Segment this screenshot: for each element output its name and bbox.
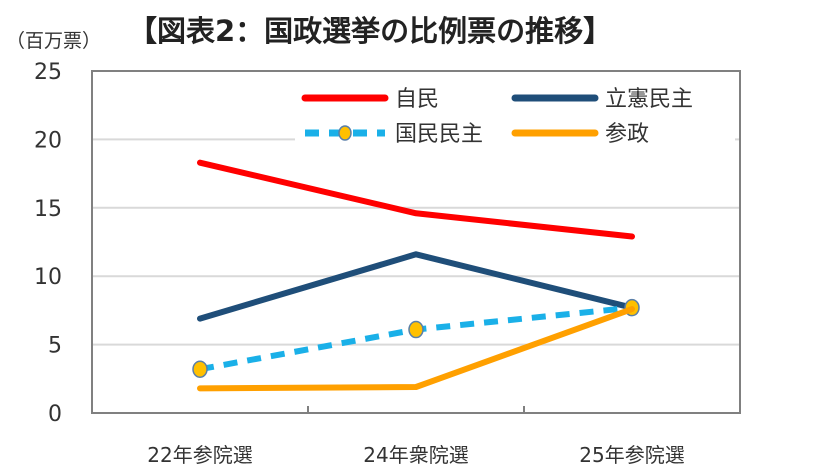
legend-label: 国民民主 xyxy=(395,122,483,147)
y-tick-label: 10 xyxy=(34,265,62,290)
y-tick-label: 20 xyxy=(34,128,62,153)
y-tick-label: 0 xyxy=(48,402,62,427)
data-point-marker xyxy=(192,360,208,378)
data-point-marker xyxy=(408,320,424,339)
x-tick-label: 24年衆院選 xyxy=(363,443,468,467)
x-tick-label: 22年参院選 xyxy=(147,443,252,467)
y-tick-label: 25 xyxy=(34,60,62,85)
legend-label: 立憲民主 xyxy=(605,87,693,112)
series-line-1 xyxy=(197,251,635,322)
series-line-2 xyxy=(199,304,633,373)
y-tick-label: 5 xyxy=(48,334,62,359)
plot-border xyxy=(91,70,741,414)
y-axis-unit-label: （百万票） xyxy=(6,30,102,52)
x-tick-label: 25年参院選 xyxy=(579,443,684,467)
legend-label: 自民 xyxy=(395,87,439,112)
chart-title: 【図表2：国政選挙の比例票の推移】 xyxy=(128,14,613,48)
legend-background xyxy=(295,80,735,158)
y-tick-label: 15 xyxy=(34,197,62,222)
series-line-3 xyxy=(197,306,635,392)
legend-label: 参政 xyxy=(605,122,649,147)
series-line-0 xyxy=(197,159,635,240)
legend-marker xyxy=(338,125,352,141)
